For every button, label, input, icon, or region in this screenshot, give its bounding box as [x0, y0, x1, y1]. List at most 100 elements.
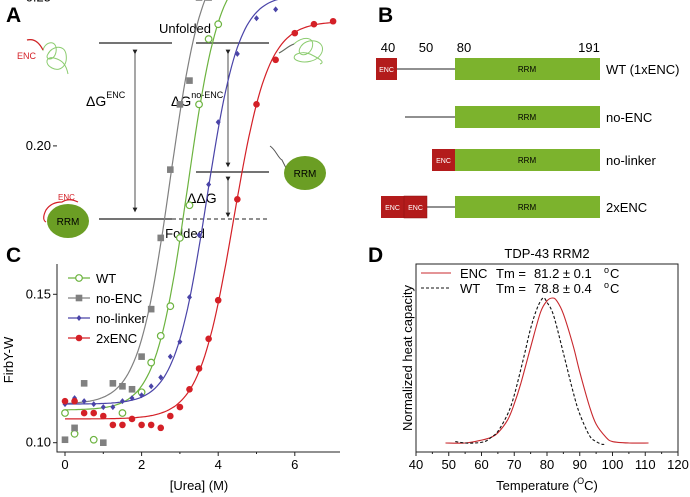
c-point-no-ENC [109, 380, 117, 387]
c-point-no-linker [81, 398, 87, 405]
c-point-no-linker [100, 404, 106, 411]
construct-2xenc: 2xENC [606, 200, 647, 215]
c-xtick-label: 4 [215, 457, 222, 472]
panel-label-b: B [378, 4, 393, 27]
c-point-no-ENC [71, 424, 78, 432]
c-point-2xENC [186, 385, 193, 393]
c-point-2xENC [100, 412, 107, 420]
c-point-no-ENC [119, 383, 126, 390]
c-point-no-ENC [186, 77, 193, 84]
c-point-2xENC [253, 101, 260, 108]
c-xtick-label: 0 [61, 457, 68, 472]
d-curve-WT [455, 297, 607, 446]
c-point-no-ENC [205, 0, 212, 1]
c-ytick-label: 0.20 [26, 138, 51, 153]
d-curve-ENC [445, 297, 649, 444]
c-xlabel: [Urea] (M) [170, 478, 229, 493]
unfolded-enc-chain-icon [26, 39, 69, 75]
c-legend-marker-2xENC [75, 334, 83, 342]
nolinker-enc-label: ENC [436, 158, 451, 165]
c-point-2xENC [61, 397, 69, 405]
d-ylabel: Normalized heat capacity [400, 285, 415, 431]
d-legend-tm-label-WT: Tm = [496, 281, 526, 296]
c-legend-label-WT: WT [96, 271, 116, 286]
rrm-left-label: RRM [57, 217, 80, 228]
c-fit-2xENC [65, 21, 334, 420]
c-ytick-label: 0.10 [26, 435, 51, 450]
wt-rrm-label: RRM [518, 65, 537, 74]
linker-tail-icon [278, 43, 295, 54]
c-point-2xENC [272, 56, 279, 64]
c-legend-marker-no-ENC [75, 294, 83, 302]
c-legend-label-no-ENC: no-ENC [96, 291, 142, 306]
c-point-2xENC [80, 409, 88, 417]
residue-40: 40 [381, 40, 395, 55]
c-point-no-linker [234, 50, 240, 57]
c-point-no-ENC [61, 436, 69, 444]
d-xlabel: Temperature (OC) [496, 476, 598, 493]
dg-enc-label: ΔGENC [86, 90, 126, 109]
c-fit-no-ENC [64, 0, 206, 405]
construct-wt: WT (1xENC) [606, 62, 679, 77]
c-point-no-linker [177, 338, 183, 345]
c-point-no-linker [215, 119, 221, 126]
c-point-2xENC [205, 335, 212, 343]
c-point-WT [214, 20, 223, 29]
c-point-2xENC [138, 421, 145, 429]
2xenc-enc-box-1 [381, 196, 404, 218]
c-point-WT [195, 100, 203, 109]
c-point-2xENC [157, 424, 165, 432]
c-ytick-label: 0.15 [26, 286, 51, 301]
nolinker-rrm-box [455, 149, 600, 171]
d-legend-unit-sup-ENC: o [604, 265, 609, 275]
unfolded-label: Unfolded [159, 21, 211, 36]
c-point-WT [204, 35, 213, 43]
c-point-no-linker [273, 6, 279, 13]
c-point-2xENC [147, 421, 155, 429]
d-xtick-label: 70 [507, 457, 521, 472]
c-point-no-ENC [100, 439, 107, 446]
c-legend-label-no-linker: no-linker [96, 311, 147, 326]
panel-label-a: A [6, 4, 21, 27]
wt-rrm-box [455, 58, 600, 80]
c-point-no-ENC [176, 101, 184, 108]
d-xtick-label: 60 [474, 457, 488, 472]
d-legend-tm-value-ENC: 81.2 ± 0.1 [534, 266, 592, 281]
panel-d-dsc-chart: TDP-43 RRM2 Normalized heat capacity Tem… [400, 246, 689, 493]
c-point-no-linker [254, 15, 259, 22]
c-point-WT [89, 435, 98, 444]
2xenc-enc-label-2: ENC [408, 205, 423, 212]
c-point-2xENC [167, 412, 174, 420]
d-legend-unit-ENC: C [610, 266, 619, 281]
c-point-no-ENC [138, 353, 145, 360]
c-point-2xENC [176, 403, 184, 411]
noenc-rrm-label: RRM [518, 113, 537, 122]
ddg-label: ΔΔG [187, 190, 217, 206]
2xenc-enc-label-1: ENC [385, 205, 400, 212]
c-point-no-ENC [167, 166, 174, 173]
d-legend-tm-value-WT: 78.8 ± 0.4 [534, 281, 592, 296]
d-xtick-label: 50 [442, 457, 456, 472]
construct-nolinker: no-linker [606, 153, 657, 168]
c-point-2xENC [214, 296, 222, 304]
c-point-2xENC [128, 415, 136, 423]
residue-50: 50 [419, 40, 433, 55]
d-xtick-label: 80 [540, 457, 554, 472]
c-point-2xENC [310, 20, 318, 28]
c-point-2xENC [90, 409, 98, 417]
c-point-WT [185, 201, 194, 210]
wt-enc-label: ENC [379, 67, 394, 74]
c-fit-no-linker [64, 0, 279, 405]
c-xtick-label: 2 [138, 457, 145, 472]
unfolded-noenc-chain-icon [278, 38, 323, 65]
c-point-no-linker [119, 398, 125, 405]
c-point-no-linker [91, 401, 97, 408]
c-point-no-ENC [128, 385, 136, 393]
panel-c-urea-chart: FirbY-W [Urea] (M) 0 2 4 6 0.10 0.15 0.20 0.25 W… [1, 0, 340, 493]
enc-folded-label: ENC [58, 193, 75, 202]
enc-tail-icon [26, 39, 44, 51]
nolinker-rrm-label: RRM [518, 156, 537, 165]
folded-label: Folded [165, 226, 205, 241]
d-legend-unit-sup-WT: o [604, 280, 609, 290]
